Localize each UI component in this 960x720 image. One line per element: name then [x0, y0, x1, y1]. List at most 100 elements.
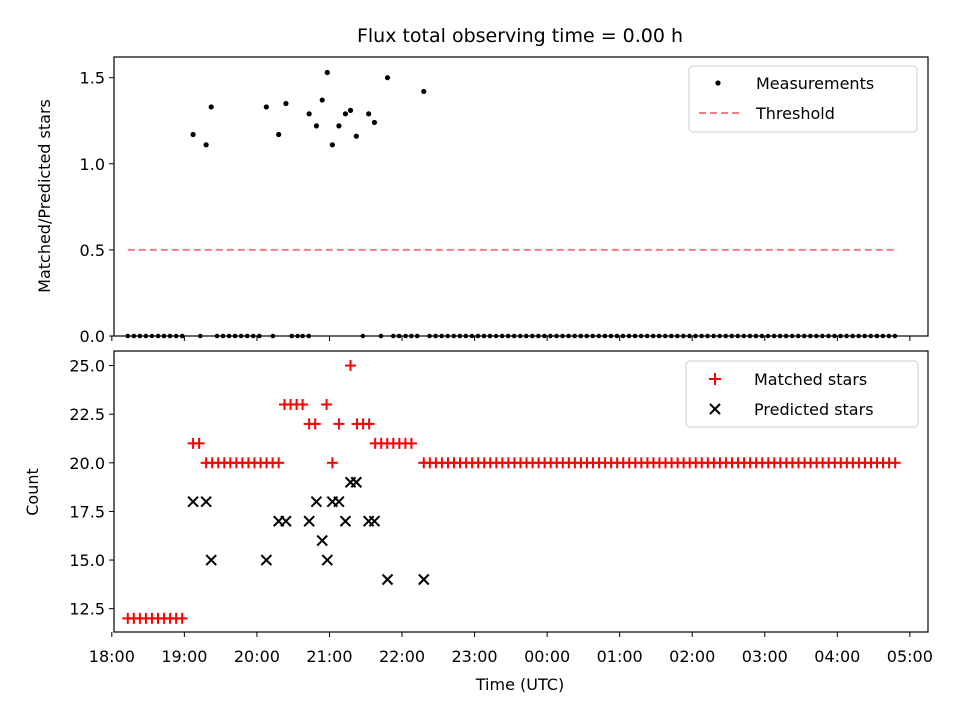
measurement-point	[131, 333, 137, 339]
measurement-point	[276, 131, 282, 138]
bottom-x-tick-label: 18:00	[89, 647, 135, 666]
measurement-point	[214, 333, 220, 339]
measurement-point	[753, 333, 759, 339]
predicted-star-point	[418, 573, 430, 586]
measurement-point	[155, 333, 161, 339]
legend-label-predicted: Predicted stars	[754, 400, 874, 419]
measurement-point	[880, 333, 886, 339]
measurement-point	[283, 100, 289, 107]
measurement-point	[632, 333, 638, 339]
measurement-point	[693, 333, 698, 339]
bottom-x-axis-label: Time (UTC)	[475, 675, 564, 694]
measurement-point	[874, 333, 880, 339]
measurement-point	[795, 333, 801, 339]
measurement-point	[457, 333, 463, 339]
measurement-point	[427, 333, 432, 339]
predicted-marker-b	[303, 515, 315, 527]
measurement-point	[602, 333, 608, 339]
measurement-point	[161, 333, 167, 339]
bottom-y-tick-label: 25.0	[69, 357, 105, 376]
measurement-point	[226, 333, 232, 339]
measurement-point	[614, 333, 620, 339]
bottom-y-axis: 12.5 15.0 17.5 20.0 22.5 25.0	[69, 357, 114, 619]
measurement-point	[336, 123, 342, 129]
measurement-point	[517, 333, 523, 339]
measurement-point	[149, 333, 155, 339]
matched-star-point	[309, 418, 321, 430]
bottom-x-tick-label: 23:00	[452, 647, 498, 666]
measurement-point	[554, 333, 559, 339]
measurement-point	[167, 333, 173, 339]
bottom-x-axis: 18:00 19:00 20:00 21:00 22:00 23:00 00:00 01:00…	[89, 632, 933, 666]
measurement-point	[300, 333, 305, 339]
measurement-point	[360, 333, 366, 339]
measurement-point	[463, 333, 469, 339]
measurement-point	[232, 333, 238, 339]
measurement-point	[777, 333, 783, 339]
measurement-point	[263, 104, 269, 110]
chart-title: Flux total observing time = 0.00 h	[357, 25, 683, 47]
top-plot-area	[125, 69, 898, 339]
predicted-marker-b	[368, 515, 381, 527]
bottom-x-tick-label: 19:00	[161, 647, 207, 666]
matched-star-point	[273, 457, 285, 469]
bottom-y-tick-label: 12.5	[69, 600, 105, 619]
predicted-star-point	[280, 515, 292, 527]
measurement-point	[238, 333, 244, 339]
bottom-x-tick-label: 04:00	[814, 647, 860, 666]
predicted-marker-b	[280, 515, 292, 527]
measurement-point	[319, 97, 325, 103]
top-y-axis: 0.0 0.5 1.0 1.5	[80, 69, 114, 346]
top-x-axis	[111, 336, 911, 341]
predicted-marker-b	[187, 496, 199, 508]
matched-star-point	[176, 612, 188, 624]
measurement-point	[820, 333, 825, 339]
measurement-point	[608, 333, 614, 339]
measurement-point	[439, 333, 444, 339]
measurement-point	[808, 333, 813, 339]
measurement-point	[306, 111, 312, 117]
bottom-x-tick-label: 00:00	[524, 647, 570, 666]
measurement-point	[208, 104, 214, 110]
measurement-point	[511, 333, 517, 339]
bottom-y-axis-label: Count	[23, 468, 42, 516]
measurement-point	[711, 333, 716, 339]
measurement-point	[759, 333, 765, 339]
bottom-x-tick-label: 20:00	[234, 647, 280, 666]
measurement-point	[868, 333, 874, 339]
bottom-y-tick-label: 15.0	[69, 551, 105, 570]
measurement-point	[433, 333, 438, 339]
bottom-x-tick-label: 02:00	[669, 647, 715, 666]
predicted-marker-b	[260, 554, 273, 566]
bottom-panel-frame	[113, 350, 929, 633]
measurement-point	[421, 88, 427, 95]
measurement-point	[620, 333, 626, 339]
measurement-point	[469, 333, 475, 339]
measurement-point	[814, 333, 819, 339]
measurement-point	[644, 333, 650, 339]
measurement-point	[329, 142, 335, 148]
measurement-point	[203, 142, 209, 148]
predicted-marker-b	[200, 496, 212, 508]
predicted-star-point	[350, 476, 363, 488]
measurement-point	[801, 333, 807, 339]
bottom-legend[interactable]: Matched stars Predicted stars	[685, 360, 919, 428]
measurement-point	[403, 333, 408, 339]
matched-star-point	[321, 398, 333, 410]
measurement-point	[765, 333, 771, 339]
measurement-point	[451, 333, 457, 339]
measurement-point	[313, 123, 320, 129]
measurement-point	[270, 333, 276, 339]
measurement-point	[596, 333, 602, 339]
measurement-point	[306, 333, 311, 339]
measurement-point	[347, 107, 354, 113]
predicted-star-point	[205, 554, 217, 566]
bottom-x-tick-label: 01:00	[597, 647, 643, 666]
top-y-tick-label: 0.0	[80, 327, 105, 346]
bottom-plot-area	[122, 360, 901, 624]
measurement-point	[675, 333, 680, 339]
measurement-point	[626, 333, 632, 339]
measurement-point	[475, 333, 481, 339]
matched-star-point	[345, 360, 357, 372]
top-legend[interactable]: Measurements Threshold	[688, 65, 918, 133]
